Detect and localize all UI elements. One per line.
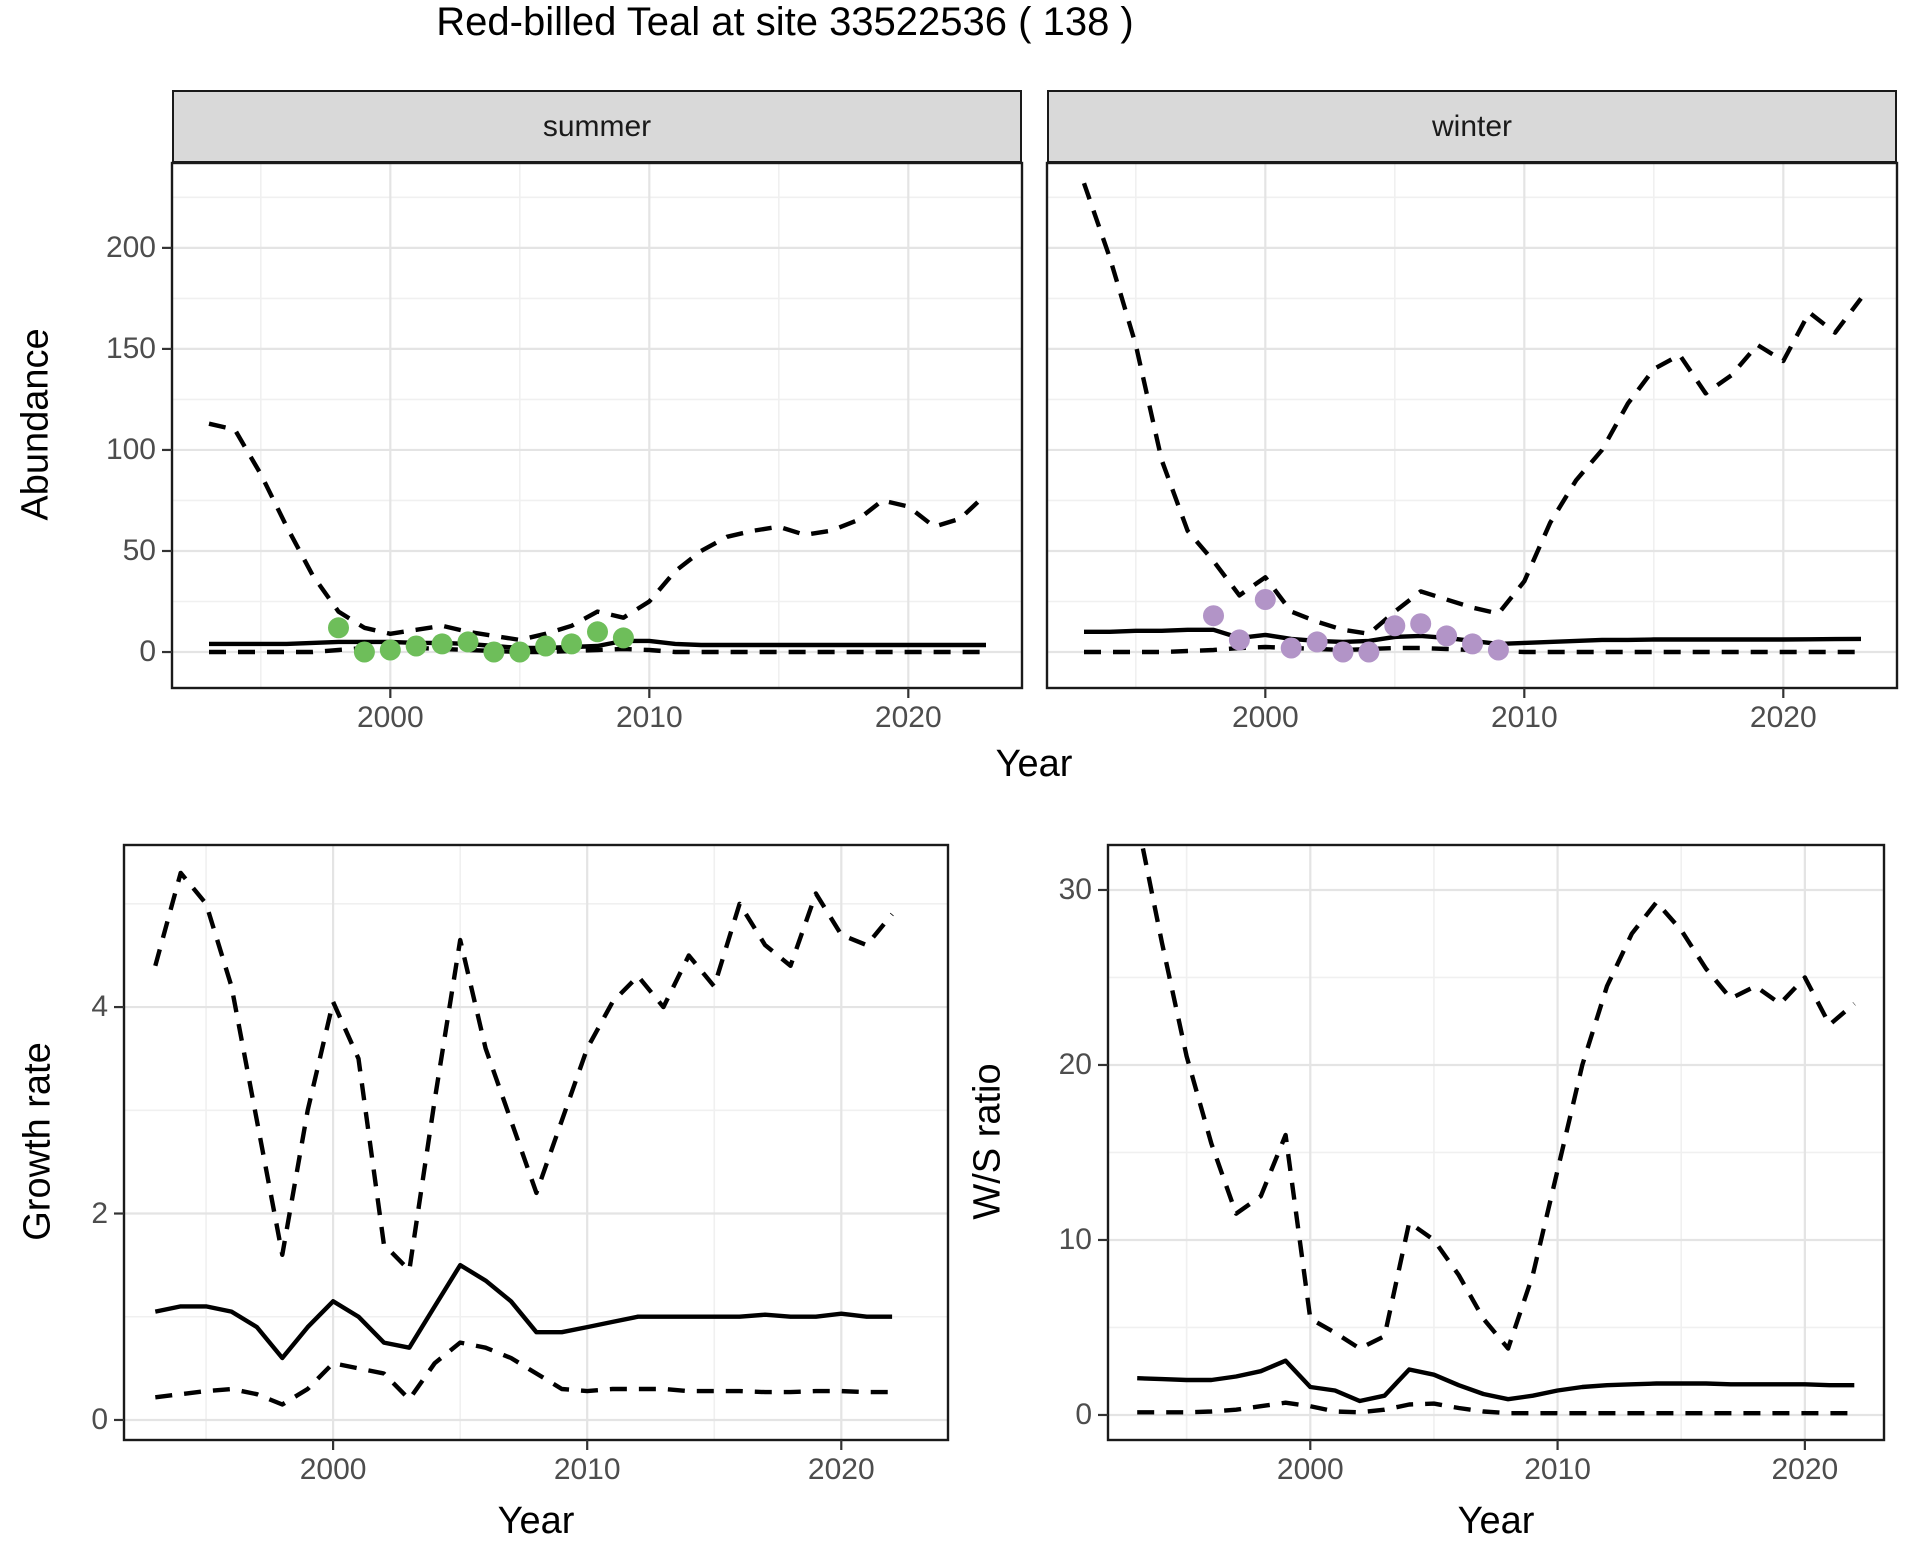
x-tick-label-ws-ratio: 2010 [1524, 1453, 1591, 1486]
top-x-axis-title: Year [995, 743, 1073, 785]
y-tick-label-abundance-summer: 200 [105, 230, 156, 264]
abundance-summer-observed-point [483, 641, 505, 663]
x-tick-label-growth-rate: 2020 [807, 1453, 875, 1486]
abundance-summer-median-line [209, 638, 986, 651]
abundance-winter-observed-point [1487, 639, 1509, 661]
x-tick-label-ws-ratio: 2020 [1771, 1453, 1839, 1486]
ws-x-axis-title: Year [1457, 1500, 1535, 1542]
y-tick-label-growth-rate: 4 [91, 990, 108, 1024]
abundance-winter-observed-point [1410, 613, 1432, 635]
abundance-winter-observed-point [1384, 615, 1406, 637]
x-tick-label-abundance-winter: 2010 [1490, 701, 1558, 734]
abundance-winter-observed-point [1254, 589, 1276, 610]
figure-title: Red-billed Teal at site 33522536 ( 138 ) [436, 0, 1134, 44]
y-tick-label-growth-rate: 2 [91, 1196, 108, 1230]
facet-strip-winter: winter [1047, 90, 1897, 163]
growth-rate-upper-ci-line [153, 870, 894, 1273]
abundance-summer-observed-point [353, 641, 375, 663]
abundance-winter-observed-point [1280, 637, 1302, 659]
abundance-summer-observed-point [457, 631, 479, 653]
ws-ratio-data [1137, 845, 1856, 1416]
x-tick-label-abundance-winter: 2020 [1749, 701, 1817, 734]
abundance-summer-observed-point [561, 633, 583, 655]
abundance-summer-observed-point [509, 641, 531, 663]
y-tick-label-abundance-summer: 100 [105, 432, 156, 466]
abundance-summer-data [208, 421, 988, 663]
growth-x-axis-title: Year [497, 1500, 575, 1542]
abundance-winter-observed-point [1228, 629, 1250, 651]
y-tick-label-abundance-summer: 0 [139, 635, 156, 669]
facet-strip-summer-label: summer [542, 109, 652, 143]
x-tick-label-abundance-summer: 2010 [615, 701, 683, 734]
x-tick-label-abundance-winter: 2000 [1231, 701, 1299, 734]
y-tick-label-ws-ratio: 30 [1058, 872, 1092, 906]
abundance-summer-observed-point [328, 617, 349, 639]
abundance-summer-observed-point [405, 635, 427, 657]
abundance-summer-observed-point [587, 621, 608, 643]
abundance-summer-observed-point [612, 627, 634, 649]
growth-rate-median-line [154, 1262, 893, 1361]
facet-strip-summer: summer [172, 90, 1022, 163]
growth-rate-lower-ci-line [155, 1340, 893, 1407]
ws-ratio-lower-ci-line [1137, 1400, 1855, 1416]
abundance-winter-observed-point [1358, 641, 1380, 663]
y-tick-label-ws-ratio: 20 [1058, 1047, 1092, 1081]
abundance-winter-observed-point [1203, 605, 1224, 627]
abundance-winter-data [1081, 182, 1863, 663]
x-tick-label-growth-rate: 2010 [553, 1453, 621, 1486]
x-tick-label-abundance-summer: 2020 [874, 701, 942, 734]
facet-strip-winter-label: winter [1431, 109, 1513, 143]
y-tick-label-abundance-summer: 150 [105, 331, 156, 365]
abundance-summer-observed-point [535, 635, 557, 657]
growth-rate-data [153, 870, 894, 1407]
abundance-winter-observed-point [1332, 641, 1354, 663]
abundance-winter-observed-point [1462, 633, 1483, 655]
abundance-winter-observed-point [1306, 631, 1328, 653]
abundance-summer-lower-ci-line [209, 645, 986, 655]
y-tick-label-ws-ratio: 10 [1058, 1222, 1092, 1256]
y-tick-label-ws-ratio: 0 [1075, 1397, 1092, 1431]
x-tick-label-ws-ratio: 2000 [1276, 1453, 1344, 1486]
abundance-summer-observed-point [431, 633, 453, 655]
x-tick-label-abundance-summer: 2000 [356, 701, 424, 734]
abundance-summer-upper-ci-line [208, 421, 988, 643]
growth-rate-axis-title: Growth rate [16, 1042, 59, 1241]
y-tick-label-growth-rate: 0 [91, 1402, 108, 1436]
ws-ratio-median-line [1137, 1358, 1855, 1404]
abundance-summer-observed-point [379, 639, 401, 661]
x-tick-label-growth-rate: 2000 [299, 1453, 367, 1486]
ws-ratio-axis-title: W/S ratio [966, 1063, 1009, 1220]
abundance-winter-observed-point [1436, 625, 1458, 647]
y-tick-label-abundance-summer: 50 [122, 533, 156, 567]
